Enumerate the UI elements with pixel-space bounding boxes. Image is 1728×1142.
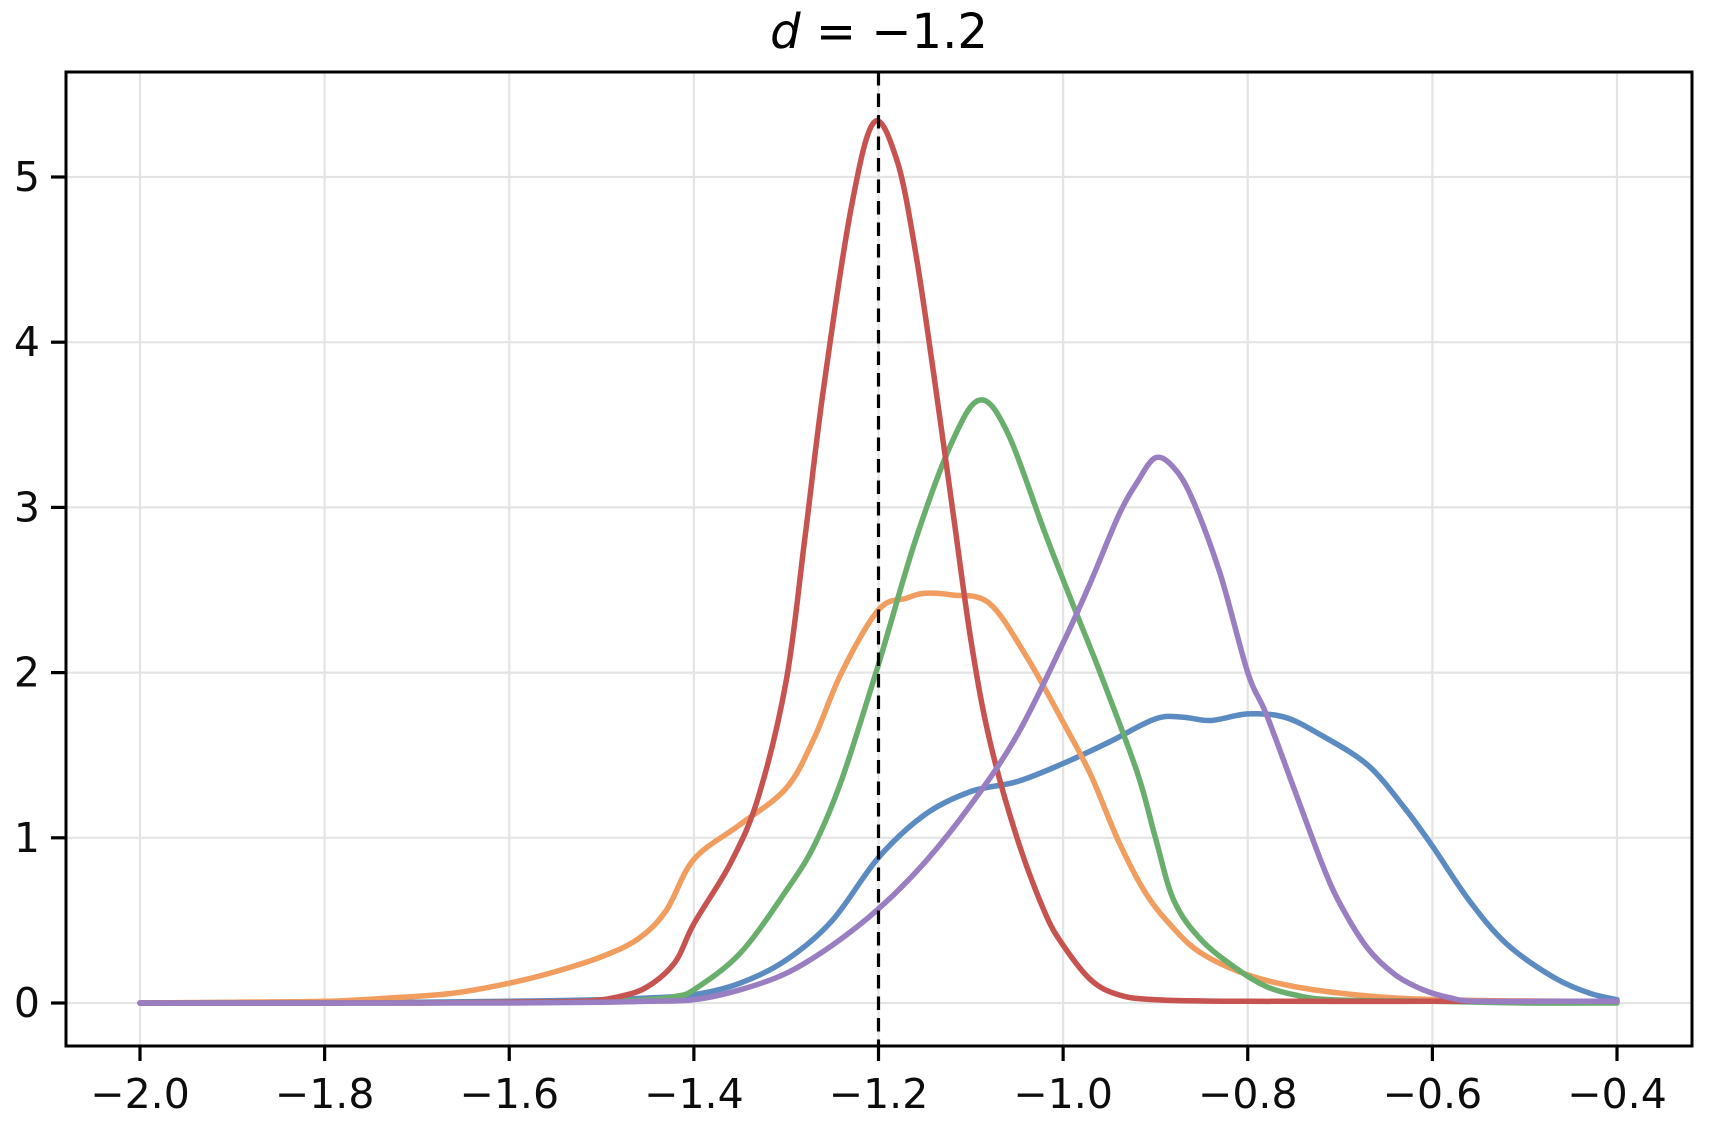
y-tick-label: 2 (14, 649, 40, 697)
kde-curve-purple (137, 454, 1620, 1006)
x-tick-label: −1.6 (459, 1070, 559, 1118)
title-equation: = −1.2 (800, 4, 988, 60)
y-tick-label: 3 (14, 483, 40, 531)
x-tick-label: −1.0 (1013, 1070, 1113, 1118)
chart-title: d = −1.2 (66, 0, 1692, 64)
kde-curve-orange (137, 590, 1620, 1006)
y-tick-label: 4 (14, 318, 40, 366)
x-tick-label: −1.4 (644, 1070, 744, 1118)
x-tick-label: −0.8 (1198, 1070, 1298, 1118)
y-tick-label: 0 (14, 979, 40, 1027)
x-tick-label: −0.4 (1567, 1070, 1667, 1118)
x-tick-label: −1.8 (275, 1070, 375, 1118)
x-tick-label: −1.2 (829, 1070, 929, 1118)
x-tick-label: −0.6 (1383, 1070, 1483, 1118)
title-variable: d (770, 4, 801, 60)
y-tick-label: 5 (14, 153, 40, 201)
x-tick-label: −2.0 (90, 1070, 190, 1118)
y-tick-label: 1 (14, 814, 40, 862)
